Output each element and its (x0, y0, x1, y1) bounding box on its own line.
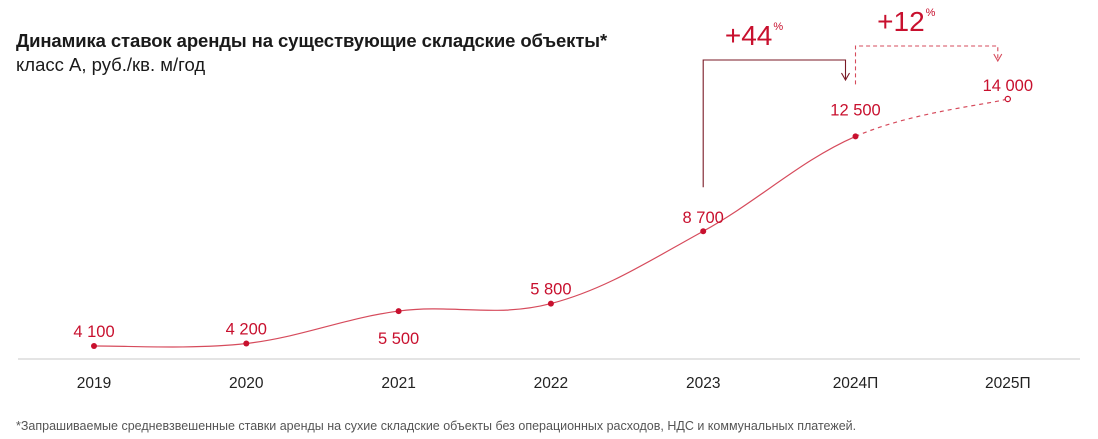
growth-label: +44 (725, 20, 773, 51)
arrow-icon (841, 72, 850, 82)
chart-subtitle: класс А, руб./кв. м/год (16, 54, 206, 75)
series-line (398, 303, 552, 312)
data-point (243, 340, 250, 347)
chart-title: Динамика ставок аренды на существующие с… (16, 30, 608, 51)
footnote: *Запрашиваемые средневзвешенные ставки а… (16, 419, 857, 433)
x-tick-label: 2024П (833, 375, 879, 392)
data-label: 4 100 (73, 323, 114, 341)
x-tick-label: 2021 (381, 375, 415, 392)
series-line (702, 135, 856, 232)
series-line-forecast (855, 98, 1008, 137)
x-tick-label: 2020 (229, 375, 264, 392)
data-label: 5 500 (378, 330, 419, 348)
growth-unit: % (773, 21, 783, 33)
data-label: 12 500 (830, 101, 880, 119)
growth-label: +12 (877, 6, 925, 37)
x-tick-label: 2025П (985, 375, 1031, 392)
growth-bracket (854, 45, 999, 85)
growth-bracket (702, 59, 847, 188)
data-label: 5 800 (530, 281, 571, 299)
x-tick-label: 2023 (686, 375, 720, 392)
arrow-icon (993, 53, 1003, 63)
data-label: 14 000 (983, 77, 1033, 95)
data-point (1004, 95, 1012, 103)
x-tick-label: 2022 (534, 375, 568, 392)
growth-unit: % (926, 7, 936, 19)
data-point (700, 228, 707, 235)
data-point (547, 300, 554, 307)
data-point (852, 133, 859, 140)
series-line (93, 342, 247, 348)
series-line (550, 230, 704, 305)
data-point (395, 308, 402, 315)
data-point (91, 343, 97, 349)
series-line (246, 310, 399, 345)
data-label: 8 700 (683, 209, 724, 227)
x-tick-label: 2019 (77, 375, 111, 392)
data-label: 4 200 (226, 321, 267, 339)
